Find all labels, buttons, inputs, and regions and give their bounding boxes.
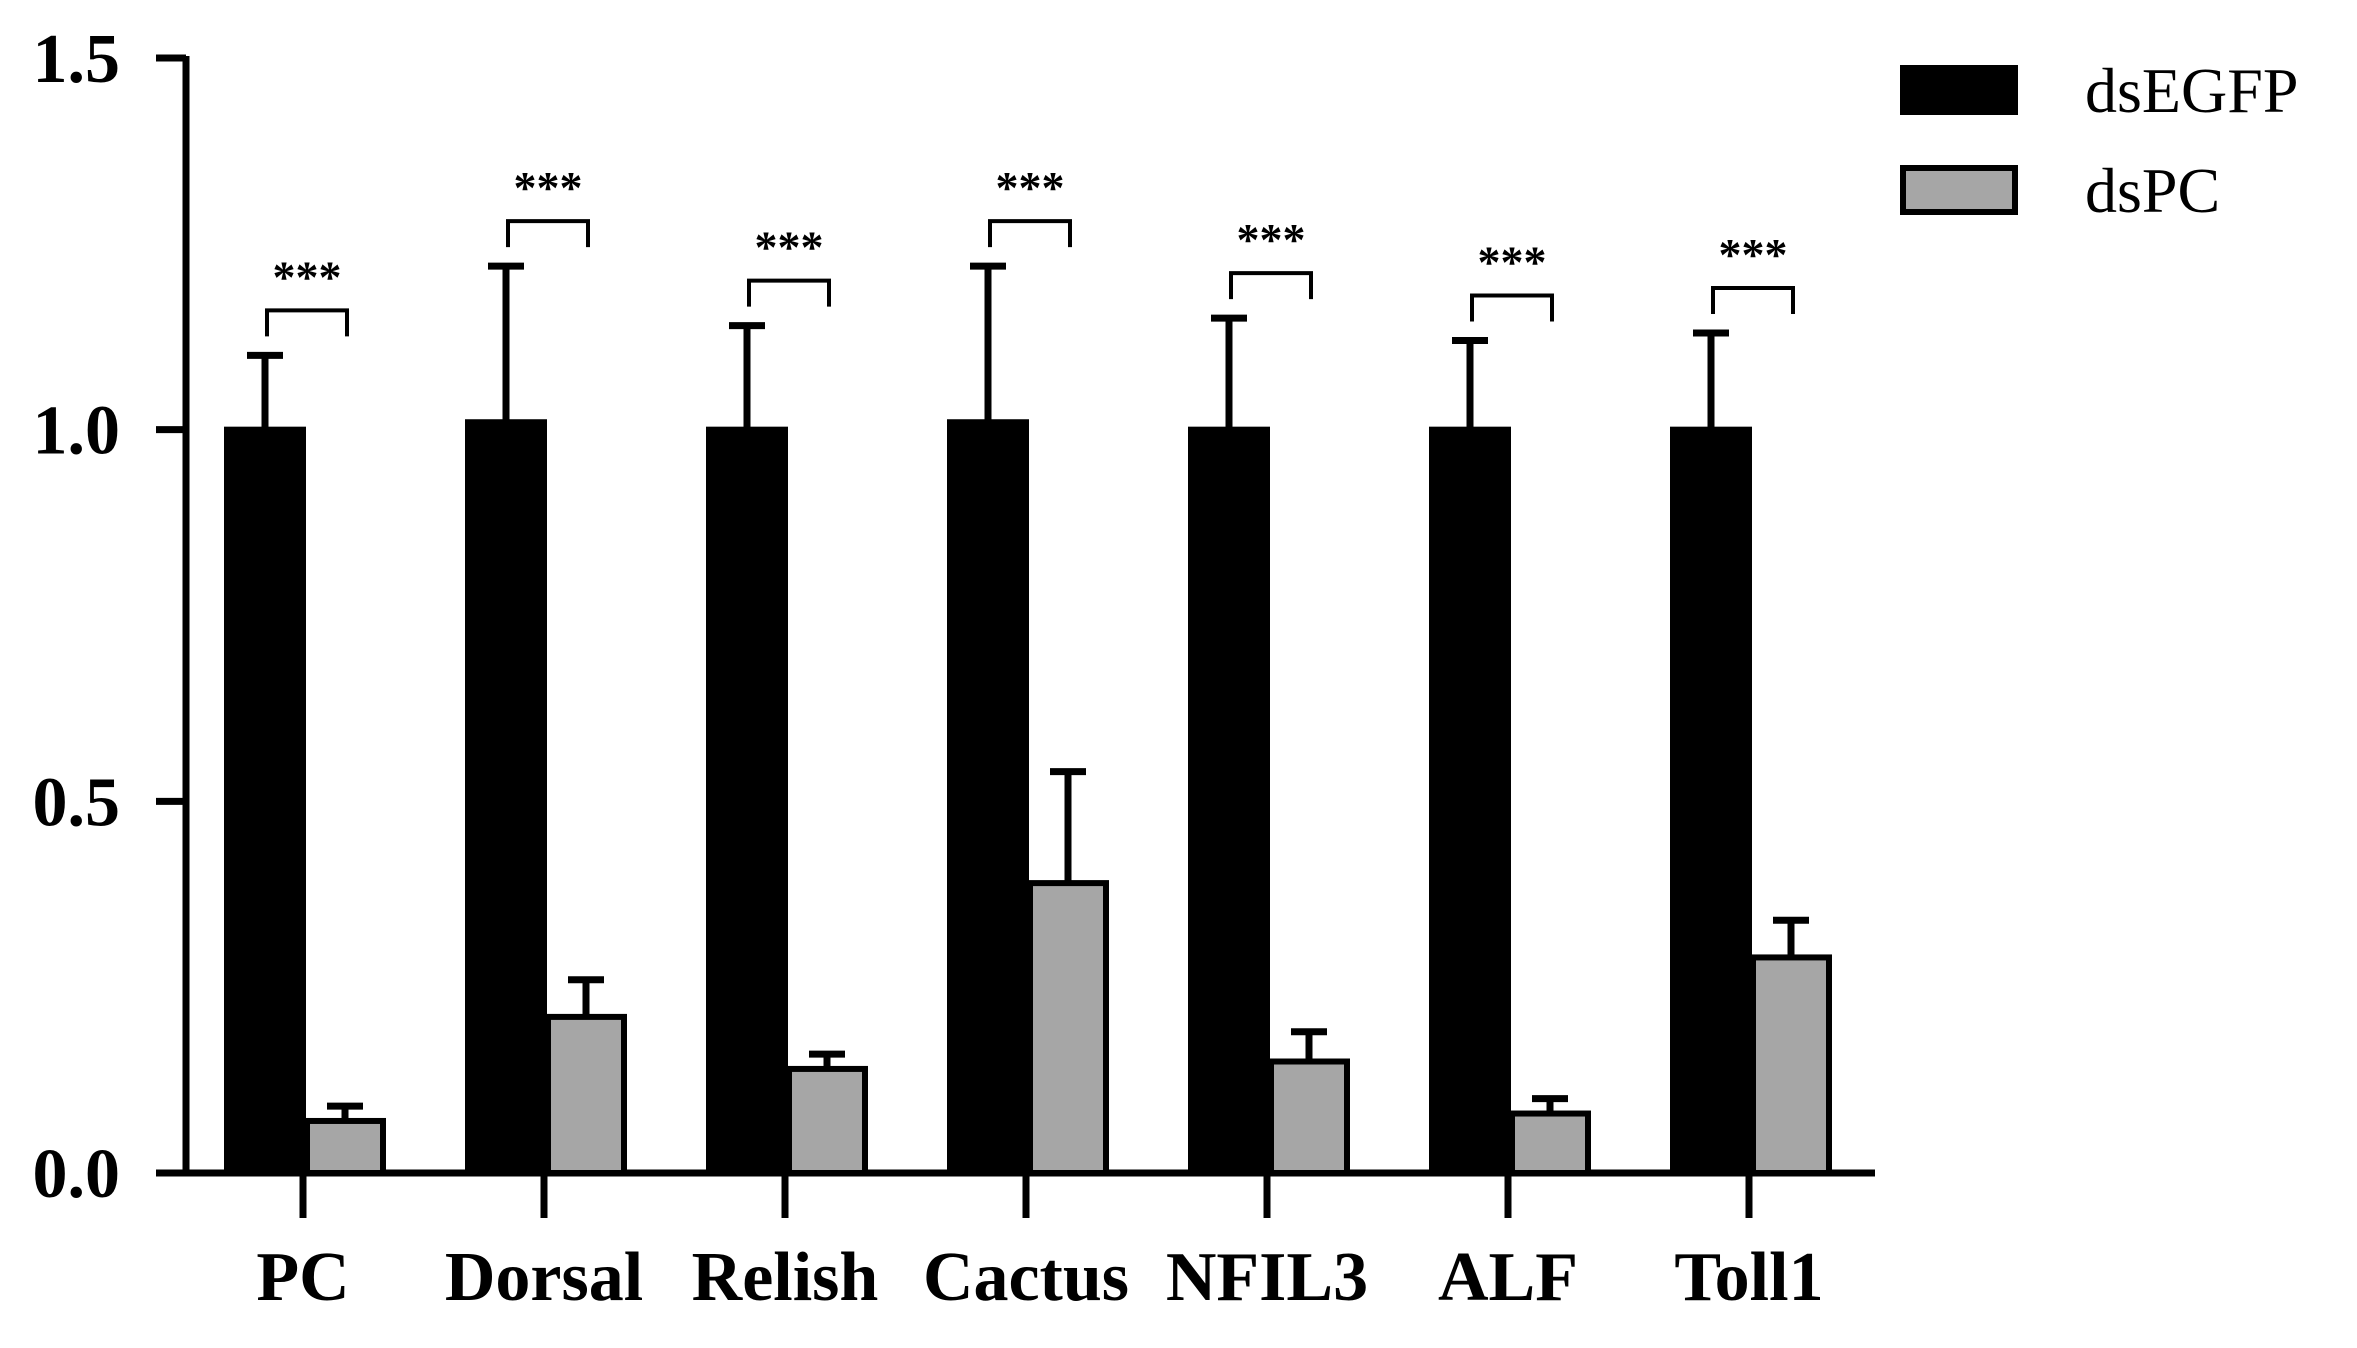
bars: *** *** *** *** *** *** ***: [224, 162, 1832, 1177]
axes: 0.0 0.5 1.0 1.5 PC Dorsal Relish Cactus NFIL3 ALF…: [33, 21, 1875, 1316]
bar-dsPC: [304, 1117, 386, 1177]
legend-label: dsEGFP: [2085, 55, 2298, 126]
x-tick-label: NFIL3: [1166, 1239, 1368, 1316]
significance-bracket: [265, 308, 349, 337]
bar-dsPC: [786, 1065, 868, 1177]
y-tick-label: 0.0: [33, 1136, 121, 1213]
bar-dsEGFP: [1188, 426, 1270, 1176]
bar-dsPC: [545, 1013, 627, 1177]
significance-bracket: [1470, 293, 1554, 322]
bar-dsEGFP: [947, 419, 1029, 1176]
bar-dsPC: [1027, 880, 1109, 1176]
significance-label: ***: [1719, 229, 1788, 280]
bar-dsEGFP: [706, 426, 788, 1176]
legend: dsEGFP dsPC: [1900, 55, 2298, 226]
x-tick-label: Toll1: [1674, 1239, 1823, 1316]
legend-swatch-dsPC: [1900, 165, 2018, 215]
significance-label: ***: [755, 222, 824, 273]
significance-bracket: [747, 278, 831, 307]
bar-dsPC: [1750, 954, 1832, 1177]
bar-dsEGFP: [1429, 426, 1511, 1176]
significance-label: ***: [1237, 214, 1306, 265]
y-tick-label: 1.5: [33, 21, 121, 98]
bar-dsEGFP: [224, 426, 306, 1176]
significance-bracket: [1711, 286, 1795, 315]
significance-bracket: [506, 219, 590, 248]
significance-label: ***: [996, 162, 1065, 213]
legend-label: dsPC: [2085, 155, 2220, 226]
x-tick-label: Dorsal: [445, 1239, 643, 1316]
bar-dsEGFP: [1670, 426, 1752, 1176]
y-tick-label: 0.5: [33, 764, 121, 841]
significance-label: ***: [273, 251, 342, 302]
y-tick-label: 1.0: [33, 393, 121, 470]
significance-label: ***: [514, 162, 583, 213]
x-tick-label: PC: [256, 1239, 349, 1316]
bar-dsPC: [1268, 1058, 1350, 1176]
legend-swatch-dsEGFP: [1900, 65, 2018, 115]
significance-bracket: [988, 219, 1072, 248]
x-tick-label: Cactus: [923, 1239, 1129, 1316]
bar-dsPC: [1509, 1110, 1591, 1176]
bar-dsEGFP: [465, 419, 547, 1176]
x-tick-label: ALF: [1438, 1239, 1578, 1316]
significance-bracket: [1229, 271, 1313, 300]
x-tick-label: Relish: [692, 1239, 879, 1316]
significance-label: ***: [1478, 236, 1547, 287]
